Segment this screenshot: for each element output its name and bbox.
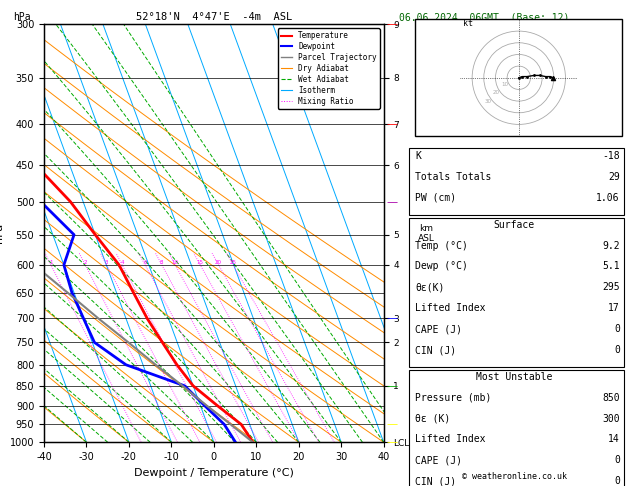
Legend: Temperature, Dewpoint, Parcel Trajectory, Dry Adiabat, Wet Adiabat, Isotherm, Mi: Temperature, Dewpoint, Parcel Trajectory… bbox=[277, 28, 380, 109]
X-axis label: Dewpoint / Temperature (°C): Dewpoint / Temperature (°C) bbox=[134, 468, 294, 478]
Text: 14: 14 bbox=[608, 434, 620, 445]
Y-axis label: km
ASL: km ASL bbox=[418, 224, 435, 243]
FancyBboxPatch shape bbox=[409, 218, 625, 367]
Text: 0: 0 bbox=[614, 324, 620, 334]
Text: © weatheronline.co.uk: © weatheronline.co.uk bbox=[462, 472, 567, 481]
Text: 850: 850 bbox=[602, 393, 620, 403]
Text: 25: 25 bbox=[230, 260, 237, 265]
Text: CIN (J): CIN (J) bbox=[416, 345, 457, 355]
Text: -18: -18 bbox=[602, 151, 620, 161]
Text: —: — bbox=[387, 437, 398, 447]
Text: 5.1: 5.1 bbox=[602, 261, 620, 272]
Text: 06.06.2024  06GMT  (Base: 12): 06.06.2024 06GMT (Base: 12) bbox=[399, 12, 570, 22]
Text: Lifted Index: Lifted Index bbox=[416, 434, 486, 445]
Text: 300: 300 bbox=[602, 414, 620, 424]
Text: 20: 20 bbox=[215, 260, 222, 265]
FancyBboxPatch shape bbox=[409, 148, 625, 215]
Text: 3: 3 bbox=[105, 260, 108, 265]
Text: —: — bbox=[387, 119, 398, 129]
Text: Most Unstable: Most Unstable bbox=[476, 372, 552, 382]
Text: 4: 4 bbox=[121, 260, 124, 265]
Text: 1: 1 bbox=[49, 260, 53, 265]
Text: 1.06: 1.06 bbox=[596, 193, 620, 203]
Text: Dewp (°C): Dewp (°C) bbox=[416, 261, 469, 272]
Text: —: — bbox=[387, 419, 398, 430]
Text: Lifted Index: Lifted Index bbox=[416, 303, 486, 313]
Text: PW (cm): PW (cm) bbox=[416, 193, 457, 203]
Text: 15: 15 bbox=[197, 260, 204, 265]
Text: 10: 10 bbox=[172, 260, 179, 265]
Text: Pressure (mb): Pressure (mb) bbox=[416, 393, 492, 403]
Text: 6: 6 bbox=[143, 260, 147, 265]
Text: θε(K): θε(K) bbox=[416, 282, 445, 293]
Text: CAPE (J): CAPE (J) bbox=[416, 324, 462, 334]
Text: Temp (°C): Temp (°C) bbox=[416, 241, 469, 251]
Y-axis label: hPa: hPa bbox=[0, 223, 4, 243]
Text: 295: 295 bbox=[602, 282, 620, 293]
Text: CAPE (J): CAPE (J) bbox=[416, 455, 462, 466]
Text: —: — bbox=[387, 19, 398, 29]
Text: —: — bbox=[387, 381, 398, 391]
Text: —: — bbox=[387, 313, 398, 324]
Bar bbox=[416, 19, 622, 136]
Text: —: — bbox=[387, 197, 398, 207]
Text: Surface: Surface bbox=[494, 220, 535, 230]
FancyBboxPatch shape bbox=[409, 370, 625, 486]
Title: 52°18'N  4°47'E  -4m  ASL: 52°18'N 4°47'E -4m ASL bbox=[136, 12, 292, 22]
Text: 17: 17 bbox=[608, 303, 620, 313]
Text: CIN (J): CIN (J) bbox=[416, 476, 457, 486]
Text: 2: 2 bbox=[84, 260, 87, 265]
Text: 0: 0 bbox=[614, 476, 620, 486]
Text: 0: 0 bbox=[614, 345, 620, 355]
Text: Totals Totals: Totals Totals bbox=[416, 172, 492, 182]
Text: hPa: hPa bbox=[13, 12, 31, 22]
Text: 29: 29 bbox=[608, 172, 620, 182]
Text: 9.2: 9.2 bbox=[602, 241, 620, 251]
Text: θε (K): θε (K) bbox=[416, 414, 451, 424]
Text: 0: 0 bbox=[614, 455, 620, 466]
Text: K: K bbox=[416, 151, 421, 161]
Text: 8: 8 bbox=[160, 260, 164, 265]
